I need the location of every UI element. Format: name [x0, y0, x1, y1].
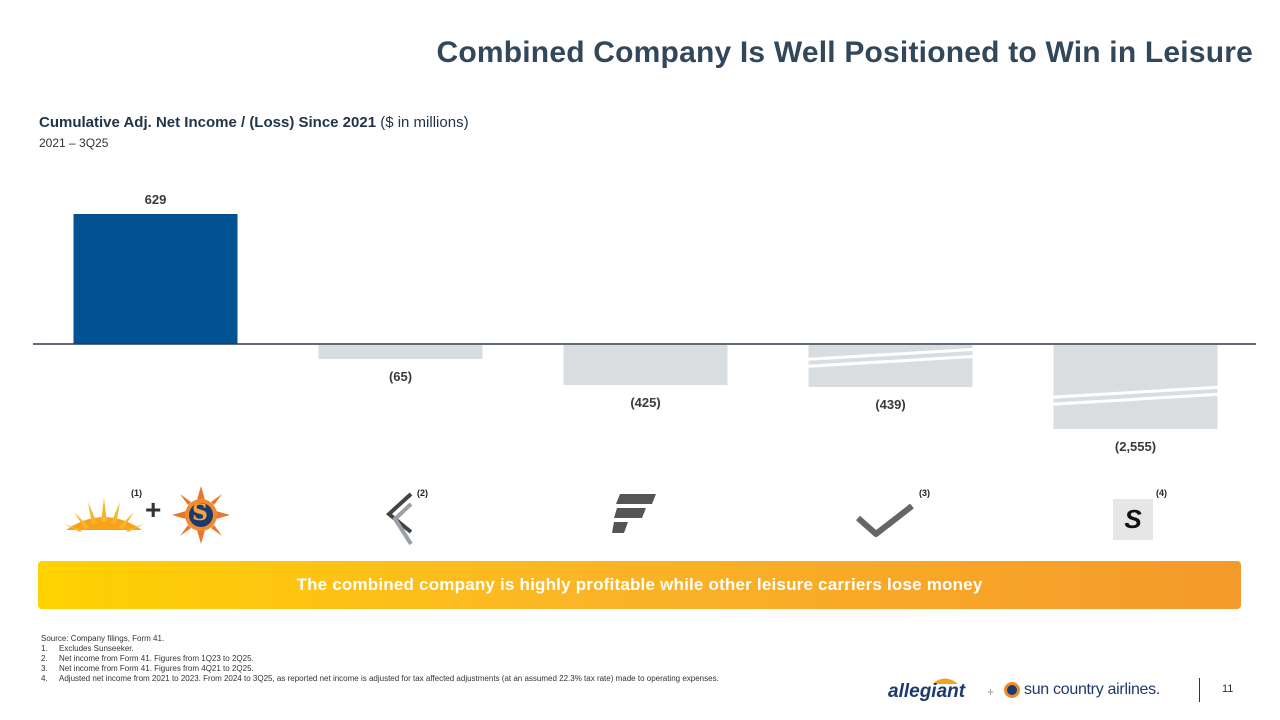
data-label-1: (65) [389, 369, 412, 384]
footer-brand: allegiant + sun country airlines. [888, 675, 1188, 705]
bar-4 [1053, 345, 1218, 429]
axis-break-mark [806, 347, 975, 361]
footer-sun-country-wordmark: sun country airlines. [1024, 681, 1160, 698]
banner-text: The combined company is highly profitabl… [296, 575, 983, 594]
note-1: (1) [131, 488, 142, 498]
spirit-letter: S [1124, 504, 1142, 534]
sun-country-letter: S [192, 500, 208, 526]
slide-title: Combined Company Is Well Positioned to W… [436, 36, 1253, 69]
spirit-logo: S [1113, 499, 1153, 540]
bar-2 [563, 345, 728, 385]
footnote-text: Net income from Form 41. Figures from 1Q… [59, 654, 254, 663]
footer-sun-country-icon [1004, 682, 1020, 698]
note-4: (4) [1156, 488, 1167, 498]
footnote-number: 1. [41, 644, 48, 653]
footnote-item: 4. Adjusted net income from 2021 to 2023.… [41, 674, 801, 684]
axis-break-mark [806, 354, 975, 368]
footnote-text: Excludes Sunseeker. [59, 644, 134, 653]
bar-0 [73, 214, 238, 344]
note-3: (3) [919, 488, 930, 498]
footnote-text: Adjusted net income from 2021 to 2023. F… [59, 674, 719, 683]
breeze-icon [385, 492, 413, 546]
footnote-source: Source: Company filings, Form 41. [41, 634, 165, 643]
sun-country-icon [172, 486, 230, 544]
frontier-icon [612, 494, 656, 533]
avelo-check-icon [856, 503, 914, 537]
data-label-0: 629 [145, 192, 167, 207]
key-message-banner: The combined company is highly profitabl… [38, 561, 1241, 609]
footer-allegiant-sun-icon [932, 678, 958, 684]
chart-heading-bold: Cumulative Adj. Net Income / (Loss) Sinc… [39, 114, 377, 131]
bar-chart: 629 (65) (425) (439) (2,555) [33, 192, 1256, 454]
footer-plus: + [987, 685, 995, 699]
data-label-2: (425) [630, 395, 660, 410]
data-label-4: (2,555) [1115, 439, 1156, 454]
footnote-item: 1. Excludes Sunseeker. [41, 644, 801, 654]
axis-break-mark [1051, 385, 1220, 399]
chart-heading-units: ($ in millions) [376, 114, 469, 131]
chart-period: 2021 – 3Q25 [39, 136, 109, 150]
carrier-logo-row: (1) + S (2) (3) S (4) [0, 480, 1280, 550]
footnote-number: 3. [41, 664, 48, 673]
footnote-number: 2. [41, 654, 48, 663]
footer-allegiant-wordmark: allegiant [888, 681, 966, 702]
axis-break-mark [1051, 392, 1220, 406]
plus-sign: + [145, 494, 162, 525]
page-number: 11 [1222, 683, 1234, 695]
note-2: (2) [417, 488, 428, 498]
footnotes: Source: Company filings, Form 41. 1. Excl… [41, 634, 801, 684]
chart-heading: Cumulative Adj. Net Income / (Loss) Sinc… [39, 114, 469, 131]
footer-divider [1199, 678, 1200, 702]
allegiant-sun-icon [64, 498, 144, 532]
bar-1 [318, 345, 483, 359]
footnote-item: 2. Net income from Form 41. Figures from … [41, 654, 801, 664]
footnote-item: 3. Net income from Form 41. Figures from … [41, 664, 801, 674]
footnote-text: Net income from Form 41. Figures from 4Q… [59, 664, 254, 673]
footnote-number: 4. [41, 674, 48, 683]
data-label-3: (439) [875, 397, 905, 412]
